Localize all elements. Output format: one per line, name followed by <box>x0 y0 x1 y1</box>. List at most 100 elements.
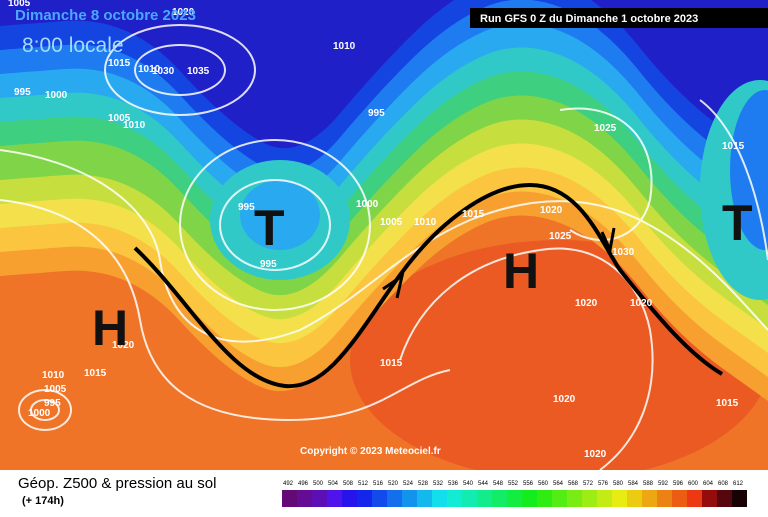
scale-label: 528 <box>418 481 429 487</box>
isobar-label: 1015 <box>380 358 403 369</box>
scale-label: 544 <box>478 481 489 487</box>
scale-swatch <box>312 490 327 507</box>
scale-label: 560 <box>538 481 549 487</box>
isobar <box>219 179 331 271</box>
scale-swatch <box>717 490 732 507</box>
isobar-label: 1010 <box>333 41 356 52</box>
isobar <box>0 199 451 422</box>
scale-label: 492 <box>283 481 294 487</box>
isobar <box>399 247 654 471</box>
isobar-label: 1000 <box>28 408 51 419</box>
scale-label: 604 <box>703 481 714 487</box>
scale-label: 536 <box>448 481 459 487</box>
isobar-label: 995 <box>44 398 61 409</box>
scale-swatch <box>282 490 297 507</box>
scale-swatch <box>372 490 387 507</box>
isobar-label: 1015 <box>716 398 739 409</box>
isobar-label: 1015 <box>108 58 131 69</box>
isobar-label: 1015 <box>722 141 745 152</box>
scale-label: 552 <box>508 481 519 487</box>
scale-label: 568 <box>568 481 579 487</box>
legend-title: Géop. Z500 & pression au sol <box>18 475 216 492</box>
scale-swatch <box>357 490 372 507</box>
scale-swatch <box>477 490 492 507</box>
scale-swatch <box>417 490 432 507</box>
jet-stream <box>133 182 724 389</box>
jet-arrow <box>600 227 616 256</box>
scale-swatch <box>537 490 552 507</box>
isobar-label: 1020 <box>584 449 607 460</box>
scale-swatch <box>687 490 702 507</box>
jet-arrow <box>382 272 405 299</box>
forecast-date: Dimanche 8 octobre 2023 <box>15 7 196 24</box>
scale-label: 564 <box>553 481 564 487</box>
isobar-label: 1005 <box>44 384 67 395</box>
scale-label: 612 <box>733 481 744 487</box>
scale-label: 556 <box>523 481 534 487</box>
isobar-label: 1030 <box>612 247 635 258</box>
isobars <box>0 24 768 471</box>
scale-swatch <box>702 490 717 507</box>
scale-label: 608 <box>718 481 729 487</box>
scale-label: 504 <box>328 481 339 487</box>
isobar-label: 1020 <box>540 205 563 216</box>
isobar <box>0 149 768 343</box>
scale-swatch <box>327 490 342 507</box>
isobar <box>18 389 72 431</box>
scale-label: 520 <box>388 481 399 487</box>
isobar-label: 995 <box>368 108 385 119</box>
isobar-label: 1005 <box>380 217 403 228</box>
pressure-system: H <box>503 243 539 299</box>
isobar-label: 1010 <box>123 120 146 131</box>
scale-label: 600 <box>688 481 699 487</box>
scale-label: 576 <box>598 481 609 487</box>
pressure-system: H <box>92 300 128 356</box>
isobar-label: 1010 <box>42 370 65 381</box>
run-info: Run GFS 0 Z du Dimanche 1 octobre 2023 <box>480 13 698 25</box>
isobar-label: 1020 <box>553 394 576 405</box>
scale-label: 512 <box>358 481 369 487</box>
scale-label: 532 <box>433 481 444 487</box>
scale-label: 508 <box>343 481 354 487</box>
scale-label: 596 <box>673 481 684 487</box>
pressure-systems: H T H T <box>92 195 753 356</box>
scale-swatch <box>387 490 402 507</box>
isobar-label: 1015 <box>84 368 107 379</box>
scale-label: 500 <box>313 481 324 487</box>
isobar-label: 1005 <box>108 113 131 124</box>
isobar-label: 1020 <box>172 7 195 18</box>
isobar-label: 995 <box>238 202 255 213</box>
isobar-label: 1010 <box>138 64 161 75</box>
isobar-label: 1020 <box>112 340 135 351</box>
field-band <box>0 0 768 161</box>
scale-swatch <box>582 490 597 507</box>
scale-swatch <box>342 490 357 507</box>
scale-swatch <box>657 490 672 507</box>
scale-swatch <box>297 490 312 507</box>
scale-label: 548 <box>493 481 504 487</box>
copyright: Copyright © 2023 Meteociel.fr <box>300 446 441 457</box>
color-scale: 492 496 500 504 508 512 516 520 524 528 532 536 540 5… <box>282 481 747 507</box>
isobar <box>30 399 60 421</box>
scale-swatch <box>462 490 477 507</box>
cold-low <box>240 180 320 250</box>
isobar-label: 1025 <box>594 123 617 134</box>
isobar-label: 1020 <box>575 298 598 309</box>
scale-swatch <box>612 490 627 507</box>
isobar-label: 1000 <box>45 90 68 101</box>
isobar-label: 1020 <box>630 298 653 309</box>
field-bands <box>0 0 768 401</box>
scale-swatch <box>642 490 657 507</box>
lead-time: (+ 174h) <box>22 495 64 507</box>
scale-label: 588 <box>643 481 654 487</box>
scale-swatch <box>597 490 612 507</box>
isobar-label: 995 <box>260 259 277 270</box>
scale-swatch <box>672 490 687 507</box>
scale-swatch <box>432 490 447 507</box>
scale-swatch <box>567 490 582 507</box>
scale-swatch <box>492 490 507 507</box>
isobar-label: 1000 <box>356 199 379 210</box>
scale-swatch <box>507 490 522 507</box>
